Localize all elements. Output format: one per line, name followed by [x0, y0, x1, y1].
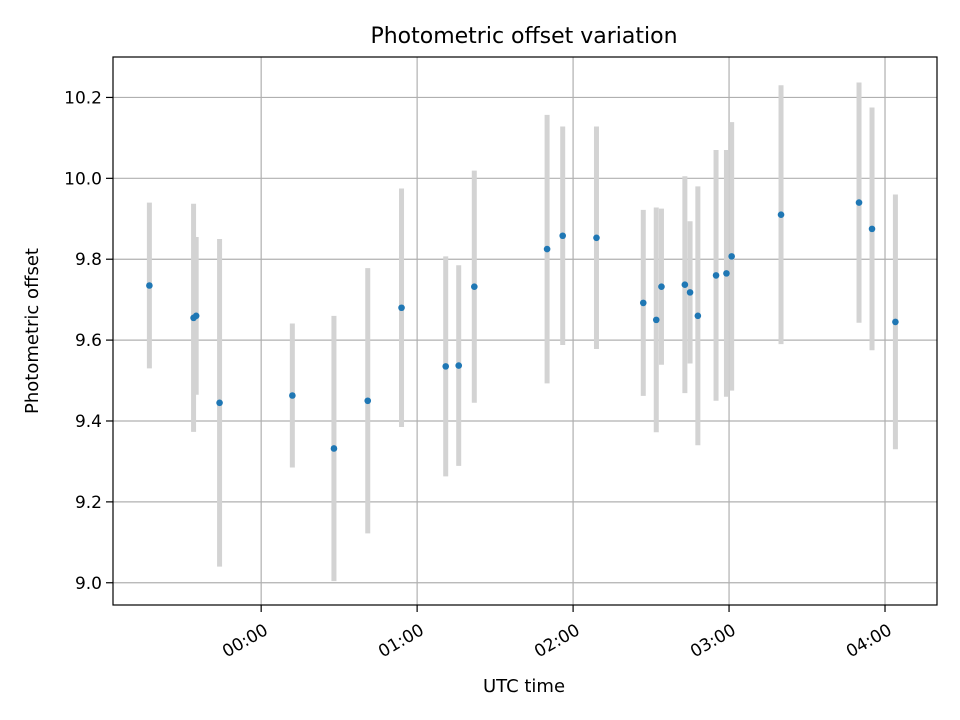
- data-point: [289, 392, 296, 399]
- x-axis-label: UTC time: [483, 676, 565, 697]
- data-point: [855, 199, 863, 206]
- x-tick-label: 04:00: [843, 620, 895, 662]
- data-point: [868, 225, 876, 233]
- plot-area-frame: [112, 56, 938, 606]
- y-tick-label: 10.0: [64, 169, 102, 189]
- y-axis-ticks: 9.0 9.2 9.4 9.6 9.8 10.0 10.2: [64, 88, 113, 594]
- data-point: [892, 318, 899, 326]
- data-point: [652, 316, 660, 324]
- data-point: [364, 397, 372, 405]
- data-point: [639, 299, 647, 307]
- data-point: [712, 272, 720, 279]
- data-point: [681, 281, 689, 288]
- x-tick-label: 01:00: [375, 620, 427, 662]
- y-tick-label: 10.2: [64, 88, 102, 108]
- y-tick-label: 9.2: [75, 493, 102, 513]
- data-point: [559, 232, 566, 240]
- data-point: [694, 312, 702, 320]
- data-point: [777, 211, 785, 219]
- data-point: [146, 282, 153, 289]
- data-point: [686, 289, 694, 296]
- data-point: [442, 363, 450, 370]
- data-point: [192, 312, 200, 320]
- data-point: [728, 253, 735, 260]
- data-point: [593, 234, 600, 242]
- y-tick-label: 9.0: [75, 574, 102, 594]
- grid-lines: [113, 57, 937, 605]
- x-tick-label: 02:00: [531, 620, 583, 662]
- data-point: [658, 283, 665, 291]
- y-tick-label: 9.8: [75, 250, 102, 270]
- data-point: [471, 283, 478, 291]
- data-points: [146, 199, 899, 452]
- data-point: [455, 362, 463, 369]
- data-point: [723, 270, 730, 277]
- chart-title: Photometric offset variation: [370, 24, 677, 49]
- x-tick-label: 00:00: [219, 620, 271, 662]
- y-tick-label: 9.4: [75, 412, 102, 432]
- y-axis-label: Photometric offset: [22, 248, 43, 414]
- data-point: [330, 445, 338, 452]
- data-point: [216, 399, 223, 407]
- x-tick-label: 03:00: [687, 620, 739, 662]
- y-tick-label: 9.6: [75, 331, 102, 351]
- data-point: [398, 304, 405, 312]
- data-point: [543, 245, 551, 253]
- x-axis-ticks: 00:00 01:00 02:00 03:00 04:00: [219, 605, 895, 662]
